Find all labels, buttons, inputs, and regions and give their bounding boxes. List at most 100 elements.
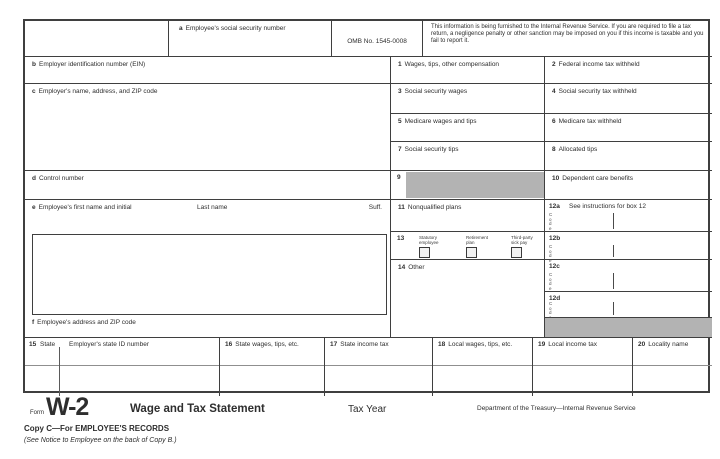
box-10-label: Dependent care benefits <box>562 175 634 182</box>
box-16-number: 16 <box>225 341 233 348</box>
box-1-label: Wages, tips, other compensation <box>404 61 500 68</box>
box-a-label: Employee's social security number <box>185 25 286 32</box>
box-17-number: 17 <box>330 341 338 348</box>
box-18-label: Local wages, tips, etc. <box>448 341 513 348</box>
box-e-employee-name: e Employee's first name and initial Last … <box>25 200 390 232</box>
suffix-label: Suff. <box>368 204 382 211</box>
box-3-label: Social security wages <box>404 88 468 95</box>
state-local-row: 15 State Employer's state ID number 16 St… <box>25 337 712 396</box>
box-10-number: 10 <box>552 175 560 182</box>
form-word: Form <box>30 410 44 416</box>
box-6: 6 Medicare tax withheld <box>545 114 712 142</box>
box-c-label: Employer's name, address, and ZIP code <box>38 88 158 95</box>
box-12b-number: 12b <box>549 235 561 242</box>
employer-state-id-label: Employer's state ID number <box>69 341 149 348</box>
box-d-label: Control number <box>38 175 84 182</box>
box-12c-number: 12c <box>549 263 560 270</box>
box-2: 2 Federal income tax withheld <box>545 57 712 84</box>
box-9-number: 9 <box>397 174 401 181</box>
box-15-state: 15 State Employer's state ID number <box>25 338 219 396</box>
box-3: 3 Social security wages <box>391 84 544 114</box>
statutory-employee-label-2: employee <box>419 240 439 245</box>
statutory-employee-checkbox[interactable] <box>419 247 430 258</box>
box-1-number: 1 <box>398 61 402 68</box>
box-11-number: 11 <box>398 204 405 211</box>
box-20-number: 20 <box>638 341 646 348</box>
third-party-sick-pay-checkbox[interactable] <box>511 247 522 258</box>
box-8-number: 8 <box>552 146 556 153</box>
third-party-sick-pay-group: Third-party sick pay <box>511 235 555 258</box>
box-15-number: 15 <box>29 341 37 348</box>
box-5-number: 5 <box>398 118 402 125</box>
box-7-label: Social security tips <box>404 146 459 153</box>
box-e-letter: e <box>32 204 36 211</box>
box-b-label: Employer identification number (EIN) <box>38 61 146 68</box>
box-8: 8 Allocated tips <box>545 142 712 171</box>
box-9-shaded-area <box>406 172 544 198</box>
box-12a-label: See instructions for box 12 <box>569 203 646 210</box>
box-d-letter: d <box>32 175 36 182</box>
form-title: Wage and Tax Statement <box>130 403 265 415</box>
irs-disclaimer-text: This information is being furnished to t… <box>431 24 704 44</box>
box-3-number: 3 <box>398 88 402 95</box>
box-19-label: Local income tax <box>548 341 598 348</box>
box-18-number: 18 <box>438 341 446 348</box>
box-c-letter: c <box>32 88 36 95</box>
box-15-label: State <box>40 341 56 348</box>
notice-line: (See Notice to Employee on the back of C… <box>24 437 177 444</box>
box-11-label: Nonqualified plans <box>407 204 462 211</box>
state-row-entry-line <box>25 365 712 366</box>
box-12d-number: 12d <box>549 295 561 302</box>
bottom-right-shaded-area <box>545 318 712 337</box>
box-16-label: State wages, tips, etc. <box>235 341 299 348</box>
box-9: 9 <box>391 171 544 200</box>
box-c-employer-address: c Employer's name, address, and ZIP code <box>25 84 390 171</box>
box-12a-code-divider <box>613 213 614 229</box>
box-10: 10 Dependent care benefits <box>545 171 712 200</box>
statutory-employee-label-1: Statutory <box>419 235 438 240</box>
box-13-checkboxes: 13 Statutory employee Retirement plan Th… <box>391 232 544 260</box>
box-e-label: Employee's first name and initial <box>38 204 132 211</box>
box-12c-code-divider <box>613 273 614 289</box>
box-5: 5 Medicare wages and tips <box>391 114 544 142</box>
box-6-label: Medicare tax withheld <box>558 118 622 125</box>
box-b-ein: b Employer identification number (EIN) <box>25 57 390 84</box>
irs-disclaimer-cell: This information is being furnished to t… <box>423 21 712 57</box>
box-16: 16 State wages, tips, etc. <box>219 338 324 396</box>
w2-form-body: a Employee's social security number OMB N… <box>23 19 712 396</box>
last-name-label: Last name <box>197 204 228 211</box>
box-2-label: Federal income tax withheld <box>558 61 640 68</box>
retirement-plan-group: Retirement plan <box>466 235 510 258</box>
box-4: 4 Social security tax withheld <box>545 84 712 114</box>
box-19: 19 Local income tax <box>532 338 632 396</box>
omb-number-cell: OMB No. 1545-0008 <box>332 21 423 57</box>
box-18: 18 Local wages, tips, etc. <box>432 338 532 396</box>
box-8-label: Allocated tips <box>558 146 598 153</box>
third-party-sick-pay-label-1: Third-party <box>511 235 533 240</box>
box-11: 11 Nonqualified plans <box>391 200 544 232</box>
box-12d-code-divider <box>613 302 614 315</box>
employee-name-address-entry-box <box>32 234 387 315</box>
state-id-divider <box>59 347 60 396</box>
retirement-plan-label-1: Retirement <box>466 235 489 240</box>
header-blank-cell <box>25 21 169 57</box>
box-14-other: 14 Other <box>391 260 544 337</box>
box-7: 7 Social security tips <box>391 142 544 171</box>
box-b-letter: b <box>32 61 36 68</box>
box-4-number: 4 <box>552 88 556 95</box>
box-14-number: 14 <box>398 264 406 271</box>
box-a-letter: a <box>179 25 183 32</box>
box-f-employee-address: f Employee's address and ZIP code <box>25 315 390 337</box>
box-12b-code-divider <box>613 245 614 257</box>
box-f-letter: f <box>32 319 35 326</box>
department-line: Department of the Treasury—Internal Reve… <box>477 405 636 412</box>
box-d-control-number: d Control number <box>25 171 390 200</box>
retirement-plan-checkbox[interactable] <box>466 247 477 258</box>
